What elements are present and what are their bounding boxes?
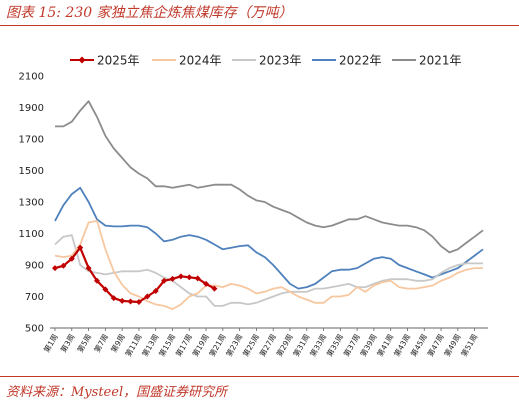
data-point: [177, 273, 184, 280]
data-point: [135, 299, 142, 306]
series-lines: [52, 100, 484, 311]
data-point: [60, 262, 67, 269]
title-rule: [0, 25, 519, 26]
legend: 2025年 2024年 2023年 2022年 2021年: [70, 54, 462, 68]
y-tick-label: 1100: [19, 229, 44, 240]
series-line-2022年: [54, 186, 484, 290]
data-point: [194, 275, 201, 282]
y-tick-label: 900: [25, 261, 44, 272]
data-point: [93, 277, 100, 284]
data-point: [169, 275, 176, 282]
source-rule: [0, 376, 519, 377]
y-tick-label: 500: [25, 324, 44, 335]
data-point: [211, 285, 218, 292]
x-axis: 第1周 第3周 第5周 第7周 第9周第11周第13周第15周第17周第19周第21周第…: [41, 327, 488, 358]
legend-label: 2025年: [97, 54, 140, 68]
data-point: [102, 286, 109, 293]
x-tick-label: 第7周: [92, 332, 111, 354]
y-tick-label: 1900: [19, 103, 44, 114]
data-point: [186, 274, 193, 281]
data-point: [77, 244, 84, 251]
data-point: [152, 287, 159, 294]
legend-label: 2021年: [419, 54, 462, 68]
x-tick-label: 第5周: [75, 332, 94, 354]
data-point: [144, 293, 151, 300]
series-line-2021年: [55, 100, 484, 254]
legend-label: 2024年: [179, 54, 222, 68]
source-note: 资料来源：Mysteel，国盛证券研究所: [6, 385, 228, 400]
y-axis: 500 700 900 1100 1300 1500 1700 1900 2100: [19, 72, 44, 335]
x-tick-label: 第9周: [108, 332, 127, 354]
data-point: [85, 265, 92, 272]
y-tick-label: 1500: [19, 166, 44, 177]
x-tick-label: 第1周: [41, 332, 60, 354]
series-line-2023年: [54, 234, 483, 307]
y-tick-label: 1300: [19, 198, 44, 209]
x-tick-label: 第51周: [458, 332, 479, 358]
y-tick-label: 700: [25, 292, 44, 303]
data-point: [203, 280, 210, 287]
legend-label: 2023年: [259, 54, 302, 68]
data-point: [161, 277, 168, 284]
series-line-2024年: [54, 219, 483, 311]
data-point: [127, 298, 134, 305]
data-point: [52, 265, 58, 272]
data-point: [119, 297, 126, 304]
chart-title: 图表 15: 230 家独立焦企炼焦煤库存（万吨）: [6, 5, 293, 21]
y-tick-label: 1700: [19, 135, 44, 146]
x-tick-label: 第3周: [58, 332, 77, 354]
legend-marker: [78, 56, 86, 64]
data-point: [110, 295, 117, 302]
legend-label: 2022年: [339, 54, 382, 68]
y-tick-label: 2100: [19, 72, 44, 83]
data-point: [68, 255, 75, 262]
